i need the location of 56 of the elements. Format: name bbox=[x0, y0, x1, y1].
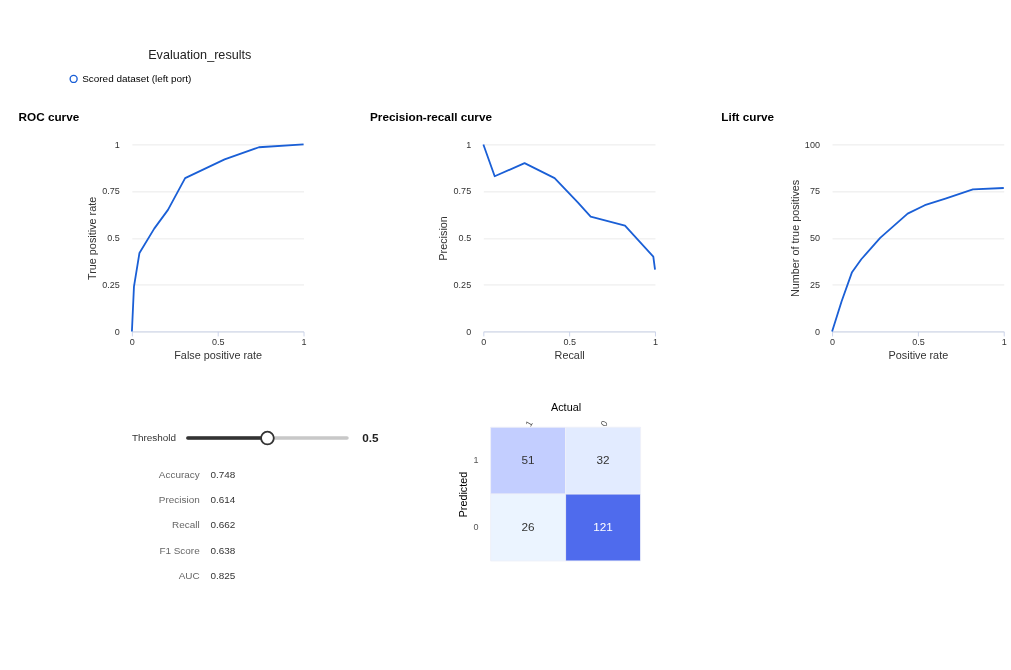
y-tick-label: 100 bbox=[804, 139, 820, 150]
x-tick-label: 0.5 bbox=[211, 337, 225, 348]
category-label: Precision bbox=[158, 494, 200, 506]
text: Evaluation_results bbox=[148, 47, 252, 62]
y-tick-label: 1 bbox=[114, 139, 120, 150]
chart-title: ROC curve bbox=[18, 109, 80, 123]
category-label: Accuracy bbox=[158, 468, 200, 480]
x-axis-title: Actual bbox=[550, 401, 582, 414]
x-axis-title: False positive rate bbox=[174, 349, 263, 362]
category-label: Recall bbox=[172, 519, 200, 531]
y-axis-title: Number of true positives bbox=[788, 179, 801, 298]
text: 0.5 bbox=[362, 430, 380, 444]
x-tick-label: 0.5 bbox=[912, 337, 925, 348]
y-tick-label: 0 bbox=[814, 326, 820, 337]
x-tick-label: 1 bbox=[1001, 337, 1007, 348]
data-label: 0.638 bbox=[210, 544, 236, 556]
y-tick-label: 1 bbox=[466, 139, 472, 150]
y-tick-label: 50 bbox=[809, 233, 820, 244]
y-tick-label: 0.5 bbox=[458, 233, 472, 244]
y-tick-label: 0.75 bbox=[453, 186, 472, 197]
x-tick-label: 0 bbox=[481, 337, 487, 348]
data-label: 26 bbox=[521, 520, 536, 534]
category-label: AUC bbox=[178, 570, 200, 582]
chart-title: Precision-recall curve bbox=[370, 109, 493, 123]
y-tick-label: 0.75 bbox=[102, 186, 120, 197]
y-tick-label: 0 bbox=[114, 326, 120, 337]
x-tick-label: 1 bbox=[652, 337, 658, 348]
chart-title: Lift curve bbox=[721, 109, 775, 123]
y-tick-label: 0.25 bbox=[453, 279, 472, 290]
data-label: 0.662 bbox=[210, 519, 236, 531]
x-tick-label: 0 bbox=[129, 337, 135, 348]
data-label: 0.614 bbox=[210, 494, 236, 506]
x-tick-label: 0 bbox=[830, 337, 836, 348]
line-series bbox=[831, 187, 1005, 333]
data-label: 51 bbox=[521, 453, 535, 467]
x-axis-title: Positive rate bbox=[888, 349, 949, 362]
text: Threshold bbox=[131, 431, 177, 443]
data-label: 121 bbox=[593, 520, 613, 534]
y-axis-title: True positive rate bbox=[85, 196, 98, 281]
x-tick-label: 0.5 bbox=[563, 337, 576, 348]
line-series bbox=[131, 143, 305, 333]
y-tick-label: 0.25 bbox=[102, 279, 120, 290]
line-series bbox=[482, 143, 656, 271]
y-tick-label: 0 bbox=[466, 326, 472, 337]
y-tick-label: 25 bbox=[809, 279, 820, 290]
category-label: F1 Score bbox=[159, 544, 201, 556]
data-label: 32 bbox=[596, 453, 610, 467]
legend-label: Scored dataset (left port) bbox=[82, 72, 192, 84]
y-axis-title: Predicted bbox=[457, 471, 470, 518]
x-tick-label: 1 bbox=[301, 337, 307, 348]
y-tick-label: 0.5 bbox=[107, 233, 120, 244]
data-label: 0.748 bbox=[210, 468, 236, 480]
y-tick-label: 75 bbox=[809, 186, 820, 197]
data-label: 0.825 bbox=[210, 570, 236, 582]
y-axis-title: Precision bbox=[437, 216, 450, 261]
x-axis-title: Recall bbox=[554, 349, 585, 362]
